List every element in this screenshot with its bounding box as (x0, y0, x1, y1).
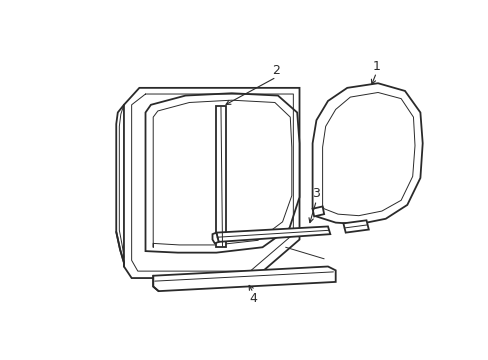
Polygon shape (212, 233, 218, 243)
Text: 1: 1 (372, 60, 380, 73)
Text: 2: 2 (272, 64, 280, 77)
Polygon shape (343, 220, 368, 233)
Polygon shape (216, 106, 226, 247)
Polygon shape (216, 226, 329, 242)
Polygon shape (153, 266, 335, 291)
Polygon shape (123, 88, 299, 278)
Polygon shape (312, 206, 324, 216)
Polygon shape (145, 93, 299, 253)
Text: 3: 3 (312, 187, 320, 200)
Polygon shape (312, 83, 422, 224)
Text: 4: 4 (249, 292, 257, 305)
